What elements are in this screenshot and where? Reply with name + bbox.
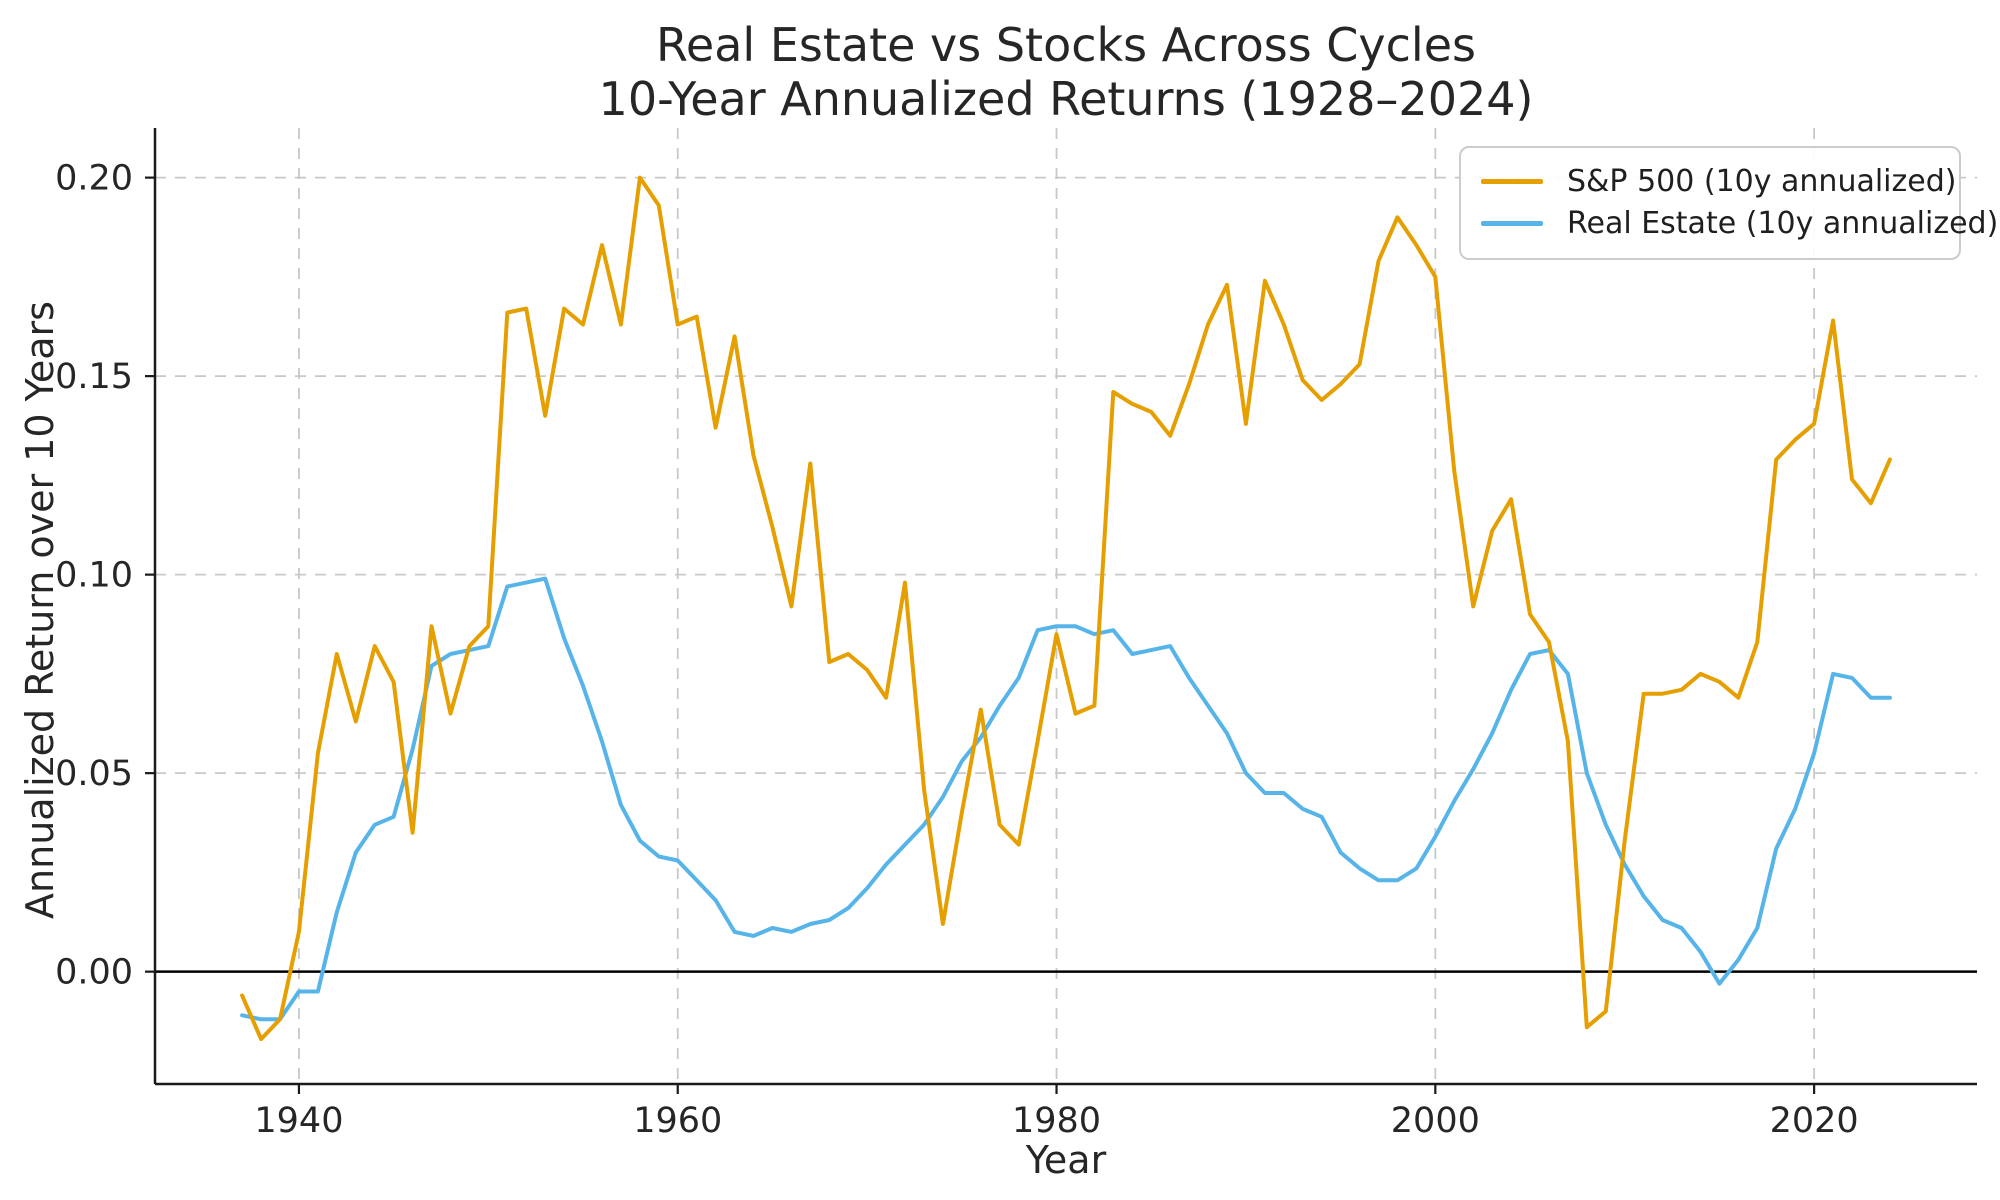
real-estate-line-swatch [1481,220,1543,226]
y-tick-label: 0.10 [55,556,133,596]
x-tick-label: 2000 [1391,1101,1480,1141]
chart-subtitle: 10-Year Annualized Returns (1928–2024) [598,72,1534,127]
chart-title-block: Real Estate vs Stocks Across Cycles 10-Y… [155,18,1977,127]
sp500-line [240,175,1892,1042]
y-axis-label: Annualized Return over 10 Years [18,301,62,919]
legend-box: S&P 500 (10y annualized) Real Estate (10… [1459,146,1998,260]
x-tick-label: 1940 [254,1101,343,1141]
x-tick-label: 1960 [633,1101,722,1141]
chart-title: Real Estate vs Stocks Across Cycles [656,18,1476,72]
y-tick-label: 0.00 [55,953,133,993]
real-estate-line [240,576,1892,1022]
legend-label-real-estate: Real Estate (10y annualized) [1567,205,1999,241]
y-tick-label: 0.15 [55,357,133,397]
legend-entry-sp500: S&P 500 (10y annualized) [1481,160,1956,202]
y-tick-label: 0.20 [55,159,133,199]
legend-label-sp500: S&P 500 (10y annualized) [1567,163,1957,199]
y-tick-label: 0.05 [55,754,133,794]
sp500-line-swatch [1481,178,1543,184]
x-tick-label: 1980 [1012,1101,1101,1141]
legend-entry-real-estate: Real Estate (10y annualized) [1481,202,1998,244]
x-axis-label: Year [1025,1138,1107,1182]
x-tick-label: 2020 [1770,1101,1859,1141]
